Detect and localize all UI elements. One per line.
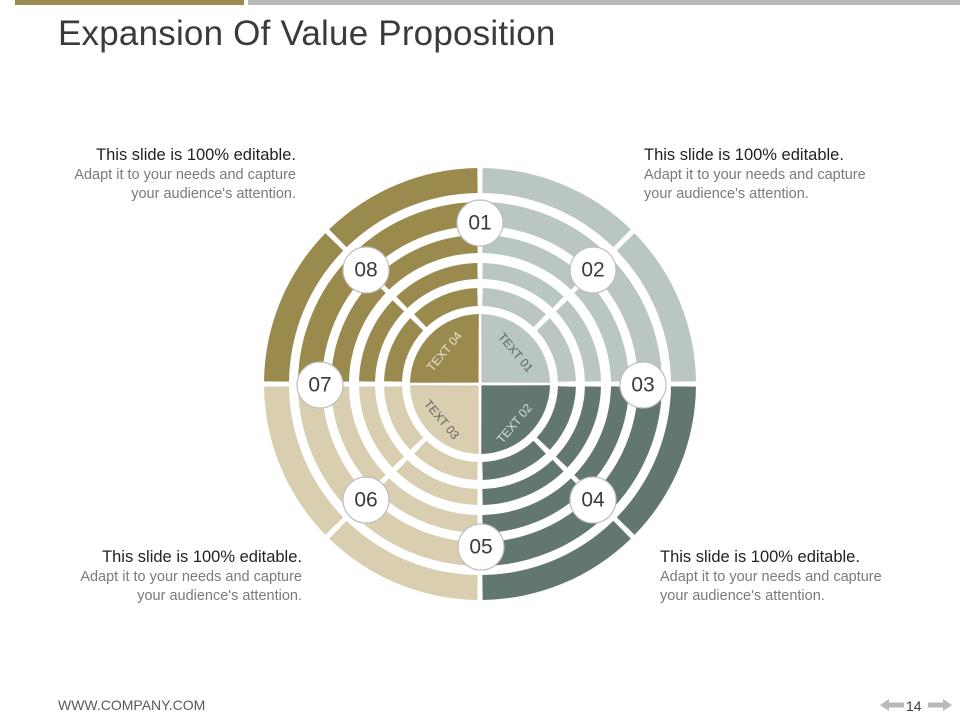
quadrant-top-left-ring-3-segment-2 xyxy=(376,235,478,290)
marker-03: 03 xyxy=(619,361,667,409)
marker-number: 06 xyxy=(354,489,377,512)
marker-number: 02 xyxy=(581,259,604,282)
marker-04: 04 xyxy=(569,476,617,524)
marker-07: 07 xyxy=(296,361,344,409)
arrow-right-icon[interactable] xyxy=(928,698,952,712)
quadrant-top-left-ring-4-segment-1 xyxy=(298,257,367,382)
quadrant-bottom-left-ring-1-segment-2 xyxy=(384,386,424,450)
quadrant-bottom-left-ring-3-segment-1 xyxy=(376,478,478,533)
quadrant-bottom-right-ring-4-segment-1 xyxy=(593,386,662,511)
quadrant-top-right-ring-4-segment-1 xyxy=(482,202,607,271)
quadrant-top-left-ring-3-segment-1 xyxy=(331,280,386,382)
text-block-body: Adapt it to your needs and capture your … xyxy=(80,569,302,604)
marker-number: 03 xyxy=(631,374,654,397)
quadrant-top-right-center xyxy=(481,314,550,383)
text-block-heading: This slide is 100% editable. xyxy=(644,146,844,164)
quadrant-bottom-left-ring-5-segment-2 xyxy=(264,386,344,535)
quadrant-top-left-ring-5-segment-1 xyxy=(264,233,344,382)
marker-number: 01 xyxy=(468,212,491,235)
marker-01: 01 xyxy=(456,199,504,247)
quadrant-bottom-left-ring-2-segment-2 xyxy=(359,386,405,468)
quadrant-bottom-right-ring-2-segment-2 xyxy=(482,459,564,505)
quadrant-top-left-ring-1-segment-1 xyxy=(384,318,424,382)
quadrant-bottom-right-ring-1-segment-1 xyxy=(536,386,576,450)
quadrant-bottom-right-ring-3-segment-1 xyxy=(574,386,629,488)
quadrant-top-right-ring-3-segment-2 xyxy=(574,280,629,382)
quadrant-top-left-ring-2-segment-2 xyxy=(396,263,478,309)
quadrant-top-right-ring-5-segment-2 xyxy=(616,233,696,382)
quadrant-bottom-right-ring-3-segment-2 xyxy=(482,478,584,533)
quadrant-top-left-ring-1-segment-2 xyxy=(414,288,478,328)
quadrant-top-right-ring-3-segment-1 xyxy=(482,235,584,290)
text-block-bottom-left: This slide is 100% editable. Adapt it to… xyxy=(62,546,302,606)
quadrant-top-right-ring-2-segment-2 xyxy=(555,300,601,382)
quadrant-top-right-ring-1-segment-2 xyxy=(536,318,576,382)
quadrant-bottom-left-ring-2-segment-1 xyxy=(396,459,478,505)
quadrant-top-left-ring-2-segment-1 xyxy=(359,300,405,382)
text-block-heading: This slide is 100% editable. xyxy=(660,548,860,566)
quadrant-top-left-center xyxy=(410,314,479,383)
quadrant-bottom-right-center xyxy=(481,385,550,454)
text-block-body: Adapt it to your needs and capture your … xyxy=(74,167,296,202)
top-accent-bar-olive xyxy=(15,0,244,5)
text-block-body: Adapt it to your needs and capture your … xyxy=(660,569,882,604)
quadrant-top-right-ring-5-segment-1 xyxy=(482,168,631,248)
quadrant-top-right-ring-2-segment-1 xyxy=(482,263,564,309)
quadrant-bottom-left-ring-3-segment-2 xyxy=(331,386,386,488)
marker-number: 07 xyxy=(308,374,331,397)
quadrant-bottom-right-ring-2-segment-1 xyxy=(555,386,601,468)
page-title: Expansion Of Value Proposition xyxy=(58,14,556,53)
quadrant-top-left-ring-5-segment-2 xyxy=(329,168,478,248)
marker-02: 02 xyxy=(569,246,617,294)
quadrant-top-right-ring-1-segment-1 xyxy=(482,288,546,328)
top-accent-bar-gray xyxy=(248,0,960,5)
quadrant-bottom-right-ring-5-segment-1 xyxy=(616,386,696,535)
wheel-rings xyxy=(264,168,696,600)
marker-number: 04 xyxy=(581,489,605,512)
quadrant-bottom-right-ring-1-segment-2 xyxy=(482,440,546,480)
wheel-markers: 01 02 03 04 05 06 07 08 xyxy=(296,199,667,571)
quadrant-bottom-right-ring-5-segment-2 xyxy=(482,520,631,600)
text-block-top-right: This slide is 100% editable. Adapt it to… xyxy=(644,144,884,204)
marker-number: 08 xyxy=(354,259,377,282)
marker-06: 06 xyxy=(342,476,390,524)
text-block-bottom-right: This slide is 100% editable. Adapt it to… xyxy=(660,546,900,606)
quadrant-bottom-left-center xyxy=(410,385,479,454)
quadrant-top-left-ring-4-segment-2 xyxy=(353,202,478,271)
marker-05: 05 xyxy=(457,523,505,571)
footer-url: WWW.COMPANY.COM xyxy=(58,697,206,713)
quadrant-bottom-left-ring-4-segment-2 xyxy=(298,386,367,511)
text-block-body: Adapt it to your needs and capture your … xyxy=(644,167,866,202)
arrow-left-icon[interactable] xyxy=(880,698,904,712)
page-number: 14 xyxy=(906,698,922,714)
quadrant-bottom-left-ring-5-segment-1 xyxy=(329,520,478,600)
quadrant-top-right-ring-4-segment-2 xyxy=(593,257,662,382)
marker-08: 08 xyxy=(342,246,390,294)
text-block-heading: This slide is 100% editable. xyxy=(96,146,296,164)
text-block-heading: This slide is 100% editable. xyxy=(102,548,302,566)
text-block-top-left: This slide is 100% editable. Adapt it to… xyxy=(56,144,296,204)
marker-number: 05 xyxy=(469,536,492,559)
quadrant-bottom-left-ring-1-segment-1 xyxy=(414,440,478,480)
